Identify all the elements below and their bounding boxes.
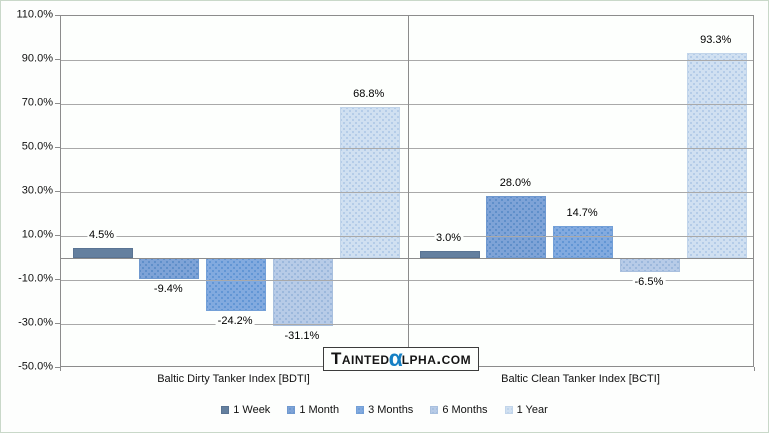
y-tick-label: 110.0%: [16, 8, 54, 21]
data-label: -24.2%: [215, 315, 255, 329]
y-tick-mark: [55, 235, 60, 236]
legend-item-3-months: 3 Months: [356, 404, 413, 416]
y-tick-mark: [55, 279, 60, 280]
legend-item-1-month: 1 Month: [287, 404, 339, 416]
y-tick-mark: [55, 15, 60, 16]
gridline: [61, 60, 753, 61]
bar-bcti-3-months: [553, 225, 614, 258]
y-tick-mark: [55, 191, 60, 192]
x-tick-mark: [60, 367, 61, 371]
data-label: -31.1%: [282, 330, 322, 344]
y-tick-mark: [55, 323, 60, 324]
y-tick-label: 30.0%: [21, 184, 53, 197]
legend-label: 1 Year: [516, 404, 548, 416]
watermark: Tainted α lpha.com: [323, 345, 480, 371]
y-tick-label: 90.0%: [21, 52, 53, 65]
bar-bdti-6-months: [272, 258, 333, 327]
bar-bcti-6-months: [619, 258, 680, 273]
alpha-icon: α: [388, 345, 403, 371]
gridline: [61, 324, 753, 325]
data-label: -9.4%: [151, 282, 185, 296]
y-tick-label: -50.0%: [18, 360, 53, 373]
legend-label: 1 Month: [299, 404, 340, 416]
bar-bcti-1-week: [419, 251, 480, 258]
bar-bcti-1-month: [486, 196, 547, 258]
bar-bdti-3-months: [206, 258, 267, 312]
data-label: 28.0%: [497, 177, 533, 191]
category-label-bdti: Baltic Dirty Tanker Index [BDTI]: [157, 373, 310, 385]
legend-label: 3 Months: [368, 404, 414, 416]
zero-axis-line: [61, 258, 753, 259]
bar-bdti-1-month: [139, 258, 200, 279]
legend-label: 6 Months: [442, 404, 488, 416]
bar-bdti-1-week: [72, 248, 133, 258]
data-label: 14.7%: [564, 206, 600, 220]
y-tick-label: 10.0%: [21, 228, 53, 241]
category-divider-line: [408, 16, 409, 366]
legend-item-1-year: 1 Year: [504, 404, 548, 416]
data-label: 68.8%: [351, 87, 387, 101]
gridline: [61, 104, 753, 105]
watermark-text-prefix: Tainted: [331, 349, 390, 368]
y-tick-mark: [55, 103, 60, 104]
legend-label: 1 Week: [233, 404, 271, 416]
y-tick-label: -10.0%: [18, 272, 53, 285]
data-label: 93.3%: [698, 33, 734, 47]
gridline: [61, 192, 753, 193]
legend-swatch: [504, 406, 513, 414]
y-tick-mark: [55, 59, 60, 60]
legend-item-1-week: 1 Week: [221, 404, 270, 416]
category-label-bcti: Baltic Clean Tanker Index [BCTI]: [501, 373, 660, 385]
gridline: [61, 236, 753, 237]
legend-item-6-months: 6 Months: [430, 404, 488, 416]
y-tick-label: -30.0%: [18, 316, 53, 329]
data-label: 4.5%: [86, 229, 117, 243]
data-label: -6.5%: [632, 276, 666, 290]
x-tick-mark: [754, 367, 755, 371]
gridline: [61, 148, 753, 149]
plot-area: [60, 15, 754, 367]
data-label: 3.0%: [433, 232, 464, 246]
legend-swatch: [430, 406, 439, 414]
legend: 1 Week 1 Month 3 Months 6 Months 1 Year: [1, 404, 768, 416]
legend-swatch: [221, 406, 230, 414]
bar-bdti-1-year: [339, 106, 400, 258]
bar-bcti-1-year: [686, 52, 747, 258]
y-tick-label: 50.0%: [21, 140, 53, 153]
watermark-text-suffix: lpha.com: [401, 349, 472, 368]
y-tick-mark: [55, 147, 60, 148]
legend-swatch: [356, 406, 365, 414]
legend-swatch: [287, 406, 296, 414]
y-tick-mark: [55, 367, 60, 368]
y-tick-label: 70.0%: [21, 96, 53, 109]
gridline: [61, 280, 753, 281]
